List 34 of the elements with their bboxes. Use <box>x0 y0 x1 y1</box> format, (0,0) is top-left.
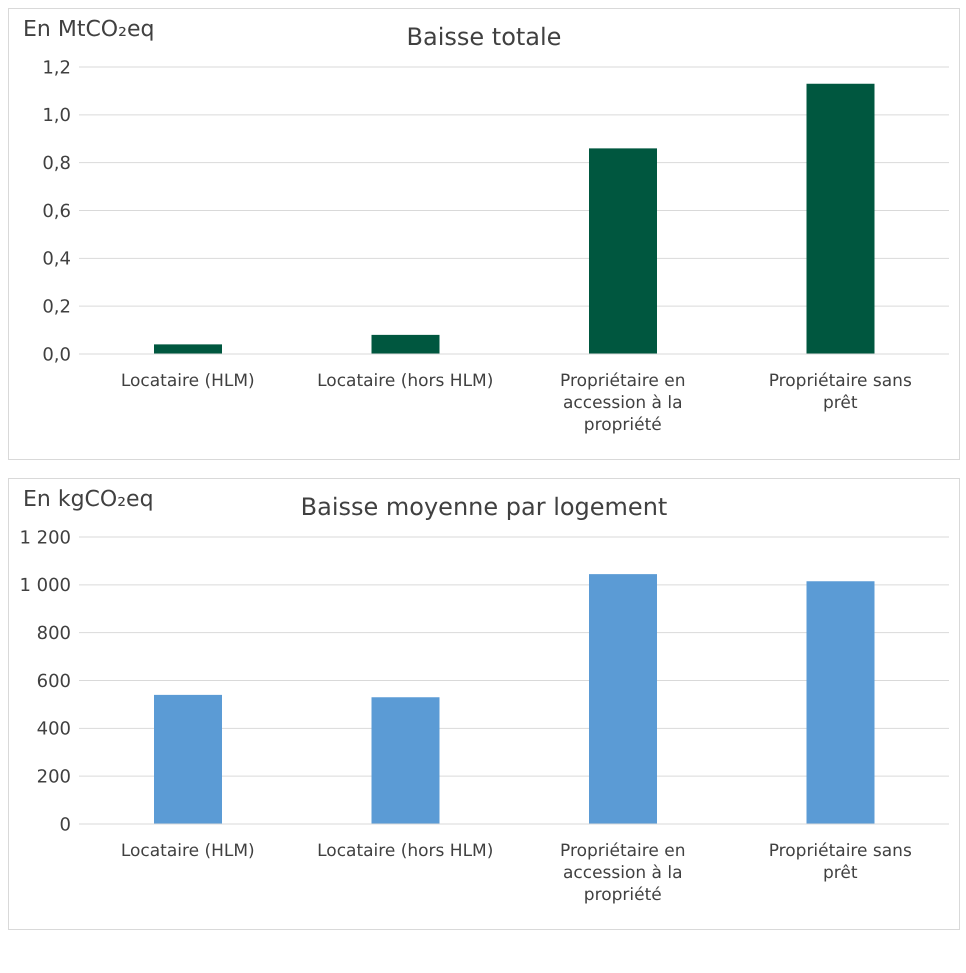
bar <box>806 581 874 824</box>
bar <box>372 334 440 354</box>
y-tick-label: 0,2 <box>42 296 71 318</box>
y-tick-label: 0,4 <box>42 248 71 270</box>
bar <box>154 344 222 354</box>
x-tick-label: Propriétaire sans prêt <box>768 371 912 413</box>
x-tick-label: Propriétaire sans prêt <box>768 841 912 883</box>
bar <box>154 694 222 824</box>
y-tick-label: 800 <box>36 623 71 644</box>
x-tick-label: Propriétaire en accession à la propriété <box>560 841 686 905</box>
chart-title: Baisse totale <box>406 23 562 51</box>
bar <box>372 697 440 824</box>
y-axis-title: En kgCO₂eq <box>23 487 154 512</box>
y-tick-label: 1,2 <box>42 57 71 78</box>
x-tick-label: Locataire (HLM) <box>120 841 255 861</box>
chart-title: Baisse moyenne par logement <box>300 493 668 521</box>
y-tick-label: 0,6 <box>42 200 71 222</box>
x-tick-label: Propriétaire en accession à la propriété <box>560 371 686 435</box>
y-tick-label: 600 <box>36 670 71 692</box>
y-tick-label: 200 <box>36 766 71 788</box>
y-tick-label: 400 <box>36 718 71 740</box>
bar <box>589 148 657 354</box>
bar <box>589 574 657 824</box>
y-axis-title: En MtCO₂eq <box>23 17 154 42</box>
x-tick-label: Locataire (hors HLM) <box>317 841 494 861</box>
y-tick-label: 1 000 <box>19 575 71 596</box>
y-tick-label: 0 <box>60 814 71 836</box>
x-tick-label: Locataire (hors HLM) <box>317 371 494 391</box>
x-tick-label: Locataire (HLM) <box>120 371 255 391</box>
y-tick-label: 0,8 <box>42 153 71 174</box>
y-tick-label: 1 200 <box>19 527 71 548</box>
y-tick-label: 0,0 <box>42 344 71 366</box>
bar <box>806 84 874 354</box>
y-tick-label: 1,0 <box>42 105 71 126</box>
